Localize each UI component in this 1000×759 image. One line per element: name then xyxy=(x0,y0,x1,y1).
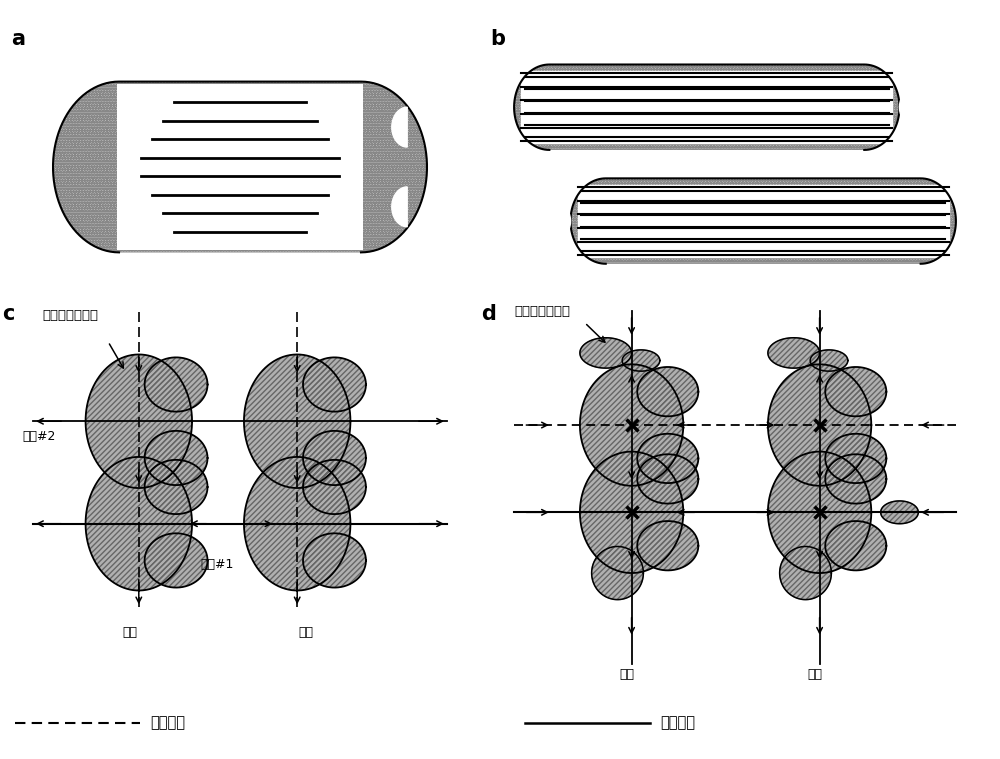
Polygon shape xyxy=(580,338,632,368)
Text: 凹壁: 凹壁 xyxy=(122,626,138,639)
Polygon shape xyxy=(303,431,366,485)
Polygon shape xyxy=(145,534,208,587)
Polygon shape xyxy=(392,107,407,147)
Polygon shape xyxy=(622,350,660,371)
Text: a: a xyxy=(11,29,25,49)
Polygon shape xyxy=(554,201,570,241)
Polygon shape xyxy=(825,521,886,570)
Polygon shape xyxy=(571,178,956,263)
Text: 凹壁: 凹壁 xyxy=(298,626,314,639)
Polygon shape xyxy=(580,364,683,486)
Polygon shape xyxy=(303,460,366,514)
Polygon shape xyxy=(244,457,350,591)
Polygon shape xyxy=(825,434,886,483)
Text: 凹壁: 凹壁 xyxy=(619,668,634,681)
Text: 突起顶表面区域: 突起顶表面区域 xyxy=(514,305,570,319)
Text: b: b xyxy=(491,29,506,49)
Text: 凹壁穿孔: 凹壁穿孔 xyxy=(660,716,695,730)
Polygon shape xyxy=(392,187,407,227)
Polygon shape xyxy=(637,455,698,503)
Polygon shape xyxy=(578,185,949,257)
Polygon shape xyxy=(825,367,886,416)
Polygon shape xyxy=(303,357,366,411)
Text: 突起顶表面区域: 突起顶表面区域 xyxy=(42,310,98,323)
Polygon shape xyxy=(768,338,820,368)
Text: c: c xyxy=(2,304,15,323)
Polygon shape xyxy=(145,460,208,514)
Polygon shape xyxy=(780,546,831,600)
Polygon shape xyxy=(825,455,886,503)
Text: 凹处#2: 凹处#2 xyxy=(22,430,56,443)
Polygon shape xyxy=(768,452,871,573)
Text: 凹处#1: 凹处#1 xyxy=(200,558,234,571)
Polygon shape xyxy=(145,431,208,485)
Text: 凹壁: 凹壁 xyxy=(807,668,822,681)
Polygon shape xyxy=(768,364,871,486)
Polygon shape xyxy=(86,457,192,591)
Polygon shape xyxy=(881,501,918,524)
Text: d: d xyxy=(481,304,496,323)
Polygon shape xyxy=(244,354,350,488)
Polygon shape xyxy=(86,354,192,488)
Polygon shape xyxy=(900,87,916,127)
Polygon shape xyxy=(810,350,848,371)
Polygon shape xyxy=(117,84,363,250)
Polygon shape xyxy=(637,367,698,416)
Polygon shape xyxy=(145,357,208,411)
Polygon shape xyxy=(514,65,899,150)
Polygon shape xyxy=(303,534,366,587)
Polygon shape xyxy=(637,434,698,483)
Polygon shape xyxy=(53,81,427,252)
Polygon shape xyxy=(521,71,892,143)
Text: 凹壁截面: 凹壁截面 xyxy=(150,716,185,730)
Polygon shape xyxy=(580,452,683,573)
Polygon shape xyxy=(637,521,698,570)
Polygon shape xyxy=(592,546,643,600)
